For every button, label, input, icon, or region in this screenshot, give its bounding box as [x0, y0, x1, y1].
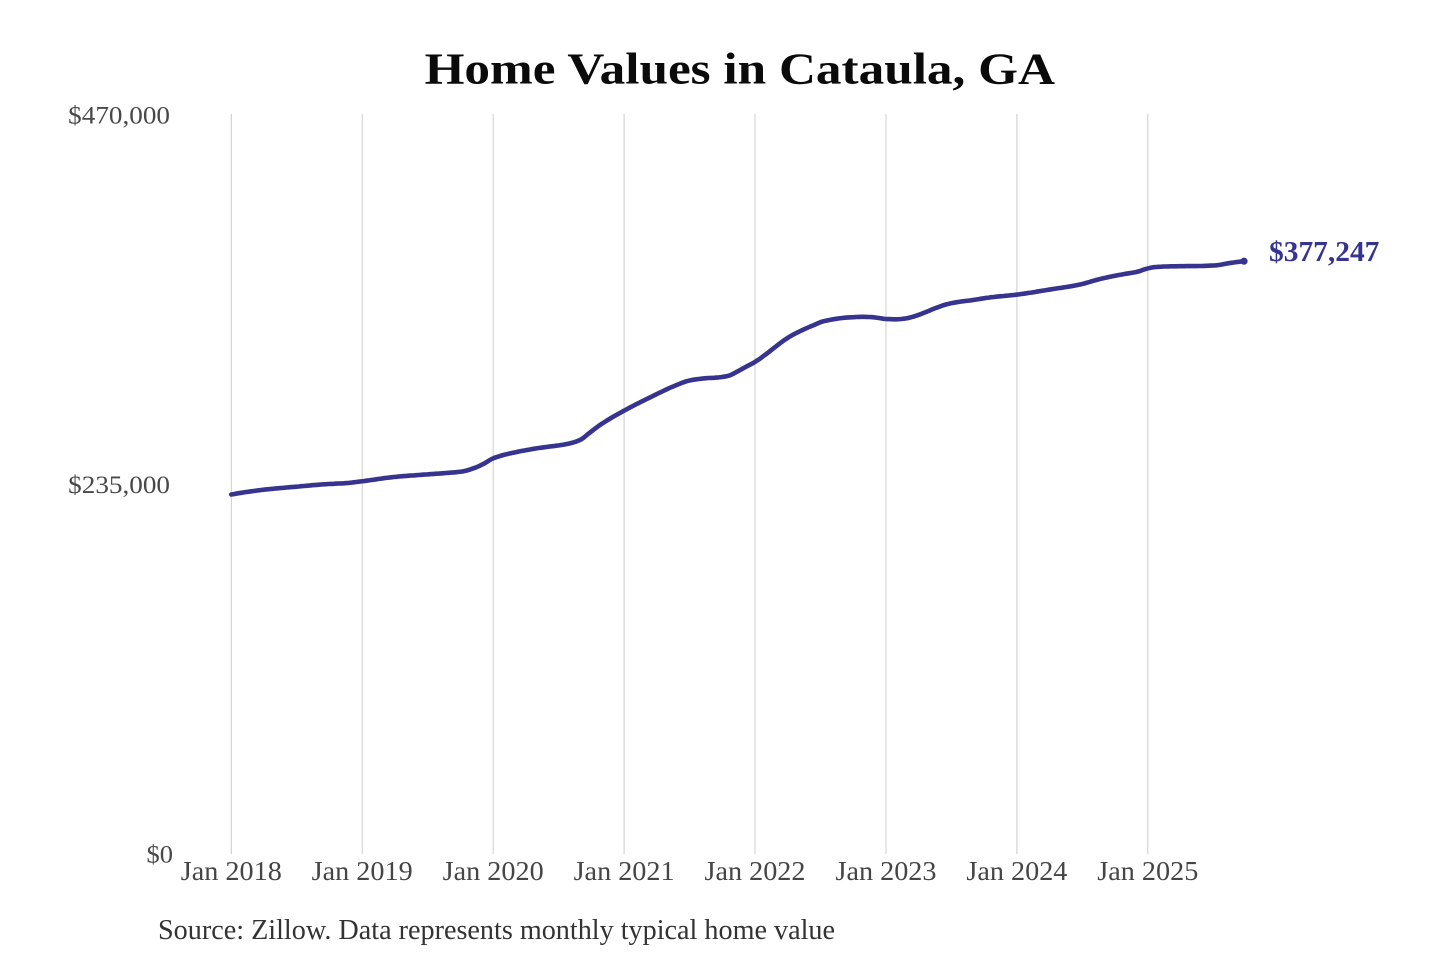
svg-text:Jan 2020: Jan 2020 [443, 856, 544, 886]
svg-text:$470,000: $470,000 [68, 103, 170, 130]
svg-text:Jan 2025: Jan 2025 [1097, 856, 1198, 886]
svg-text:Jan 2019: Jan 2019 [312, 856, 413, 886]
svg-text:Jan 2023: Jan 2023 [836, 856, 937, 886]
svg-text:Jan 2021: Jan 2021 [574, 856, 675, 886]
svg-text:$0: $0 [147, 842, 174, 869]
svg-text:Source: Zillow. Data represent: Source: Zillow. Data represents monthly … [158, 915, 835, 946]
svg-text:Jan 2024: Jan 2024 [966, 856, 1068, 886]
svg-text:Home Values in Cataula, GA: Home Values in Cataula, GA [425, 44, 1056, 93]
svg-text:Jan 2018: Jan 2018 [181, 856, 282, 886]
svg-text:$235,000: $235,000 [68, 472, 170, 499]
svg-text:$377,247: $377,247 [1269, 237, 1379, 268]
svg-text:Jan 2022: Jan 2022 [705, 856, 806, 886]
